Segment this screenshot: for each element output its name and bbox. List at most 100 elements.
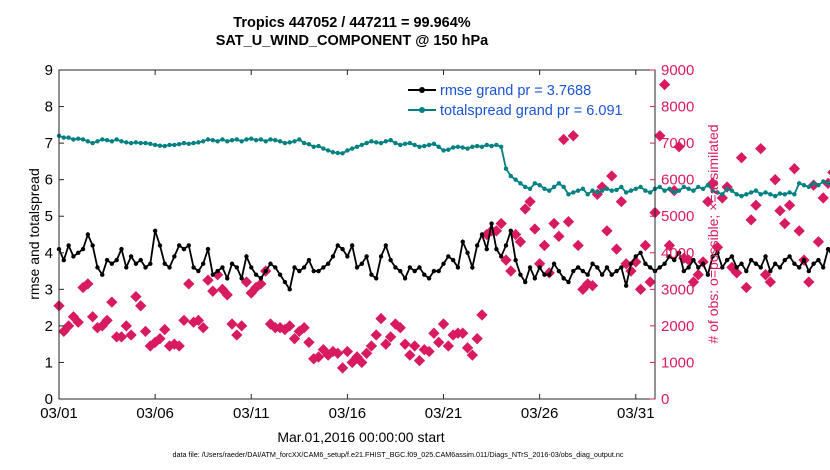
rmse-point [604,265,610,270]
rmse-point [398,268,403,274]
rmse-point [277,272,283,277]
rmse-point [273,265,278,270]
obs-count-point [673,141,685,153]
totalspread-point [234,137,240,142]
right-tick-label: 9000 [661,62,694,79]
rmse-point [100,272,105,277]
obs-count-point [601,225,613,237]
legend-spread-marker [419,107,425,113]
totalspread-point [575,188,581,193]
rmse-point [152,228,158,234]
rmse-point [225,276,230,281]
obs-count-point [505,265,517,277]
obs-count-point [529,223,541,235]
x-tick-label: 03/26 [521,405,559,422]
rmse-point [595,265,600,270]
obs-count-point [495,217,507,230]
totalspread-point [796,181,802,186]
rmse-point [244,254,249,259]
totalspread-point [417,144,422,149]
rmse-point [825,246,830,252]
rmse-point [268,261,273,266]
totalspread-point [700,186,706,192]
rmse-point [643,261,648,266]
rmse-point [196,268,201,274]
obs-count-point [740,281,752,294]
totalspread-point [523,184,528,190]
rmse-point [172,254,177,259]
totalspread-point [66,135,71,140]
rmse-point [479,232,485,237]
obs-count-point [764,276,777,288]
totalspread-point [388,137,393,143]
totalspread-point [484,142,489,148]
rmse-point [672,257,677,263]
rmse-point [532,276,538,281]
totalspread-point [590,188,595,193]
totalspread-point [297,137,302,142]
obs-count-point [779,217,791,230]
totalspread-point [474,143,480,149]
rmse-point [599,272,605,277]
rmse-point [527,265,533,270]
rmse-point [465,250,470,255]
rmse-point [292,265,297,270]
totalspread-point [614,187,619,193]
totalspread-point [585,192,590,197]
obs-count-point [817,192,829,204]
totalspread-point [768,192,773,197]
obs-count-point [735,152,748,164]
rmse-point [321,265,326,270]
totalspread-point [821,179,826,184]
rmse-point [681,268,687,274]
totalspread-point [753,188,759,193]
totalspread-point [662,188,667,193]
obs-count-point [288,333,301,345]
rmse-point [460,239,465,245]
totalspread-point [157,143,163,148]
obs-count-point [634,283,647,295]
obs-count-point [192,314,205,327]
totalspread-point [503,166,509,171]
totalspread-point [777,191,783,196]
totalspread-point [249,136,254,141]
totalspread-point [133,140,139,145]
totalspread-point [412,142,417,148]
x-tick-label: 03/06 [136,405,174,422]
obs-count-point [639,239,652,252]
rmse-point [109,261,115,266]
totalspread-point [623,190,629,195]
rmse-point [614,268,619,274]
rmse-point [297,268,302,274]
obs-count-point [433,336,445,348]
left-tick-label: 1 [45,354,53,371]
obs-count-point [207,285,219,297]
right-axis-label: # of obs: o=possible; ×=assimilated [705,124,721,343]
rmse-point [253,272,259,277]
rmse-point [417,265,422,270]
totalspread-point [148,141,153,147]
obs-count-point [687,276,700,288]
totalspread-point [739,193,744,199]
obs-count-point [610,243,623,255]
totalspread-point [398,142,403,148]
obs-count-point [558,133,570,146]
totalspread-point [239,139,244,144]
totalspread-point [792,192,797,197]
rmse-point [157,243,163,248]
totalspread-point [446,147,451,152]
obs-count-point [139,325,152,338]
data-file-footer: data file: /Users/raeder/DAI/ATM_forcXX/… [173,450,624,459]
totalspread-point [686,186,691,192]
rmse-point [489,221,494,226]
obs-count-point [332,347,344,359]
rmse-point [700,261,706,266]
obs-count-point [211,269,224,281]
rmse-point [249,265,254,270]
totalspread-point [109,139,115,144]
obs-count-point [471,333,483,345]
obs-count-point [197,322,209,334]
obs-count-point [663,239,676,252]
totalspread-point [128,140,134,146]
